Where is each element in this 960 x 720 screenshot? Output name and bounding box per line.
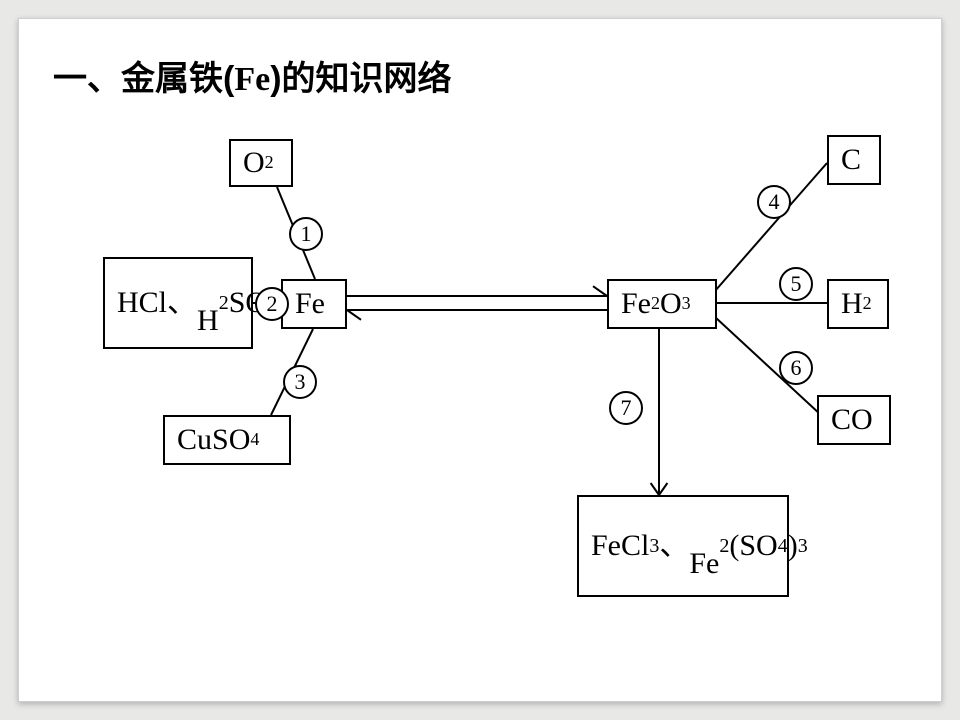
node-H2: H2 bbox=[827, 279, 889, 329]
edge-label-2: 2 bbox=[255, 287, 289, 321]
node-CO: CO bbox=[817, 395, 891, 445]
node-O2: O2 bbox=[229, 139, 293, 187]
node-HCl-H2SO4: HCl、H2SO4 bbox=[103, 257, 253, 349]
node-FeCl3-Fe2SO43: FeCl3、Fe2(SO4)3 bbox=[577, 495, 789, 597]
edge-label-7: 7 bbox=[609, 391, 643, 425]
page-title: 一、金属铁(Fe)的知识网络 bbox=[53, 51, 913, 100]
edge-label-4: 4 bbox=[757, 185, 791, 219]
edge-label-1: 1 bbox=[289, 217, 323, 251]
slide-card: 一、金属铁(Fe)的知识网络 O2 HCl、H2SO4 Fe CuSO4 Fe2… bbox=[18, 18, 942, 702]
diagram-stage: O2 HCl、H2SO4 Fe CuSO4 Fe2O3 C H2 CO FeCl… bbox=[47, 119, 913, 673]
title-suffix: )的知识网络 bbox=[270, 60, 451, 98]
title-symbol: Fe bbox=[234, 61, 270, 98]
title-prefix: 一、金属铁( bbox=[53, 60, 234, 98]
node-Fe2O3: Fe2O3 bbox=[607, 279, 717, 329]
edge-label-6: 6 bbox=[779, 351, 813, 385]
node-CuSO4: CuSO4 bbox=[163, 415, 291, 465]
node-Fe: Fe bbox=[281, 279, 347, 329]
edge-label-5: 5 bbox=[779, 267, 813, 301]
edge-label-3: 3 bbox=[283, 365, 317, 399]
node-C: C bbox=[827, 135, 881, 185]
